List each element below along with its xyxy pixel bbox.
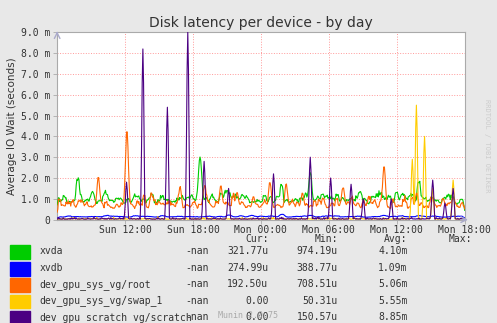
Text: dev_gpu_sys_vg/swap_1: dev_gpu_sys_vg/swap_1: [40, 295, 163, 306]
Text: 192.50u: 192.50u: [227, 279, 268, 289]
Text: -nan: -nan: [185, 312, 209, 322]
Text: 4.10m: 4.10m: [378, 246, 408, 256]
Text: Min:: Min:: [315, 234, 338, 244]
FancyBboxPatch shape: [10, 278, 30, 292]
Text: -nan: -nan: [185, 246, 209, 256]
Y-axis label: Average IO Wait (seconds): Average IO Wait (seconds): [6, 57, 17, 195]
Text: Max:: Max:: [449, 234, 472, 244]
Text: -nan: -nan: [185, 279, 209, 289]
Text: 0.00: 0.00: [245, 296, 268, 306]
Text: 0.00: 0.00: [245, 312, 268, 322]
Text: dev_gpu_scratch_vg/scratch: dev_gpu_scratch_vg/scratch: [40, 312, 192, 323]
Text: xvdb: xvdb: [40, 263, 63, 273]
Text: 5.06m: 5.06m: [378, 279, 408, 289]
Text: -nan: -nan: [185, 296, 209, 306]
Title: Disk latency per device - by day: Disk latency per device - by day: [149, 16, 373, 30]
Text: 708.51u: 708.51u: [297, 279, 338, 289]
Text: -nan: -nan: [185, 263, 209, 273]
Text: 974.19u: 974.19u: [297, 246, 338, 256]
FancyBboxPatch shape: [10, 295, 30, 308]
Text: 150.57u: 150.57u: [297, 312, 338, 322]
Text: Munin 2.0.75: Munin 2.0.75: [219, 311, 278, 320]
Text: Avg:: Avg:: [384, 234, 408, 244]
Text: 8.85m: 8.85m: [378, 312, 408, 322]
Text: xvda: xvda: [40, 246, 63, 256]
Text: 1.09m: 1.09m: [378, 263, 408, 273]
Text: Cur:: Cur:: [245, 234, 268, 244]
Text: 5.55m: 5.55m: [378, 296, 408, 306]
Text: RRDTOOL / TOBI OETIKER: RRDTOOL / TOBI OETIKER: [484, 99, 490, 192]
Text: 274.99u: 274.99u: [227, 263, 268, 273]
FancyBboxPatch shape: [10, 262, 30, 276]
FancyBboxPatch shape: [10, 311, 30, 323]
Text: 50.31u: 50.31u: [303, 296, 338, 306]
Text: dev_gpu_sys_vg/root: dev_gpu_sys_vg/root: [40, 279, 152, 290]
Text: 321.77u: 321.77u: [227, 246, 268, 256]
Text: 388.77u: 388.77u: [297, 263, 338, 273]
FancyBboxPatch shape: [10, 245, 30, 259]
